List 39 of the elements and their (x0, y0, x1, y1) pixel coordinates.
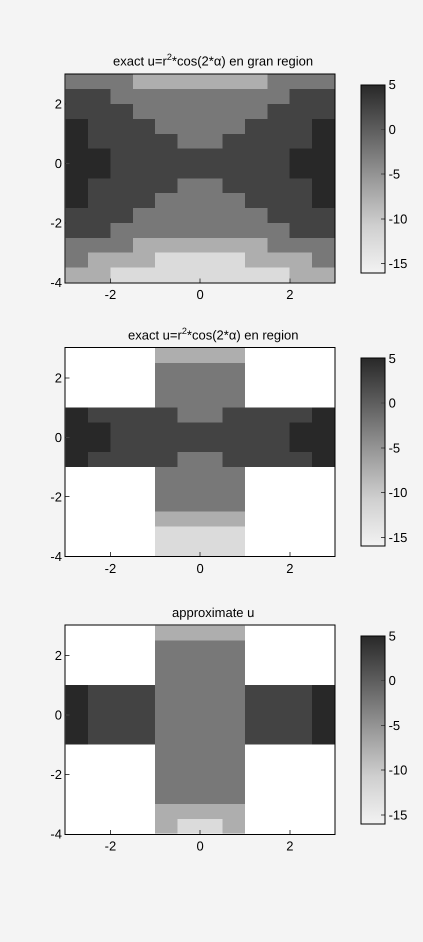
color-bar-label: -5 (388, 440, 400, 456)
color-bar-label: -15 (388, 256, 408, 272)
x-tick-label: 0 (196, 560, 204, 576)
chart-title: approximate u (172, 605, 254, 620)
chart-title: exact u=r$^{2}$*cos(2*α) en gran region (113, 52, 314, 68)
color-bar-label: -10 (388, 485, 408, 500)
color-bar-label: -5 (388, 166, 400, 182)
x-tick-label: 2 (286, 287, 294, 302)
x-tick-label: 0 (196, 838, 204, 854)
x-tick-label: 0 (196, 287, 204, 302)
x-tick-label: -2 (104, 838, 116, 854)
color-bar-label: -5 (388, 718, 400, 733)
color-bar-label: 0 (388, 673, 396, 688)
x-tick-label: -2 (104, 287, 116, 302)
x-tick-label: 2 (286, 560, 294, 576)
color-bar-label: -10 (388, 762, 408, 778)
color-bar-label: 0 (388, 396, 396, 411)
y-tick-label: -2 (50, 216, 62, 231)
y-tick-label: 0 (54, 156, 62, 172)
y-tick-label: 0 (54, 430, 62, 445)
color-bar-label: 0 (388, 122, 396, 137)
y-tick-label: 2 (54, 648, 62, 663)
y-tick-label: -2 (50, 489, 62, 504)
color-bar-label: -15 (388, 530, 408, 545)
color-bar-label: -10 (388, 211, 408, 226)
y-tick-label: 0 (54, 707, 62, 722)
y-tick-label: -4 (50, 548, 62, 564)
y-tick-label: -4 (50, 826, 62, 842)
y-tick-label: -4 (50, 275, 62, 290)
x-tick-label: 2 (286, 838, 294, 854)
x-tick-label: -2 (104, 560, 116, 576)
color-bar-label: -15 (388, 807, 408, 822)
color-bar-label: 5 (388, 77, 396, 92)
y-tick-label: 2 (54, 370, 62, 386)
y-tick-label: 2 (54, 96, 62, 112)
color-bar-label: 5 (388, 350, 396, 366)
color-bar-label: 5 (388, 628, 396, 644)
chart-title: exact u=r$^{2}$*cos(2*α) en region (128, 326, 298, 342)
y-tick-label: -2 (50, 766, 62, 782)
